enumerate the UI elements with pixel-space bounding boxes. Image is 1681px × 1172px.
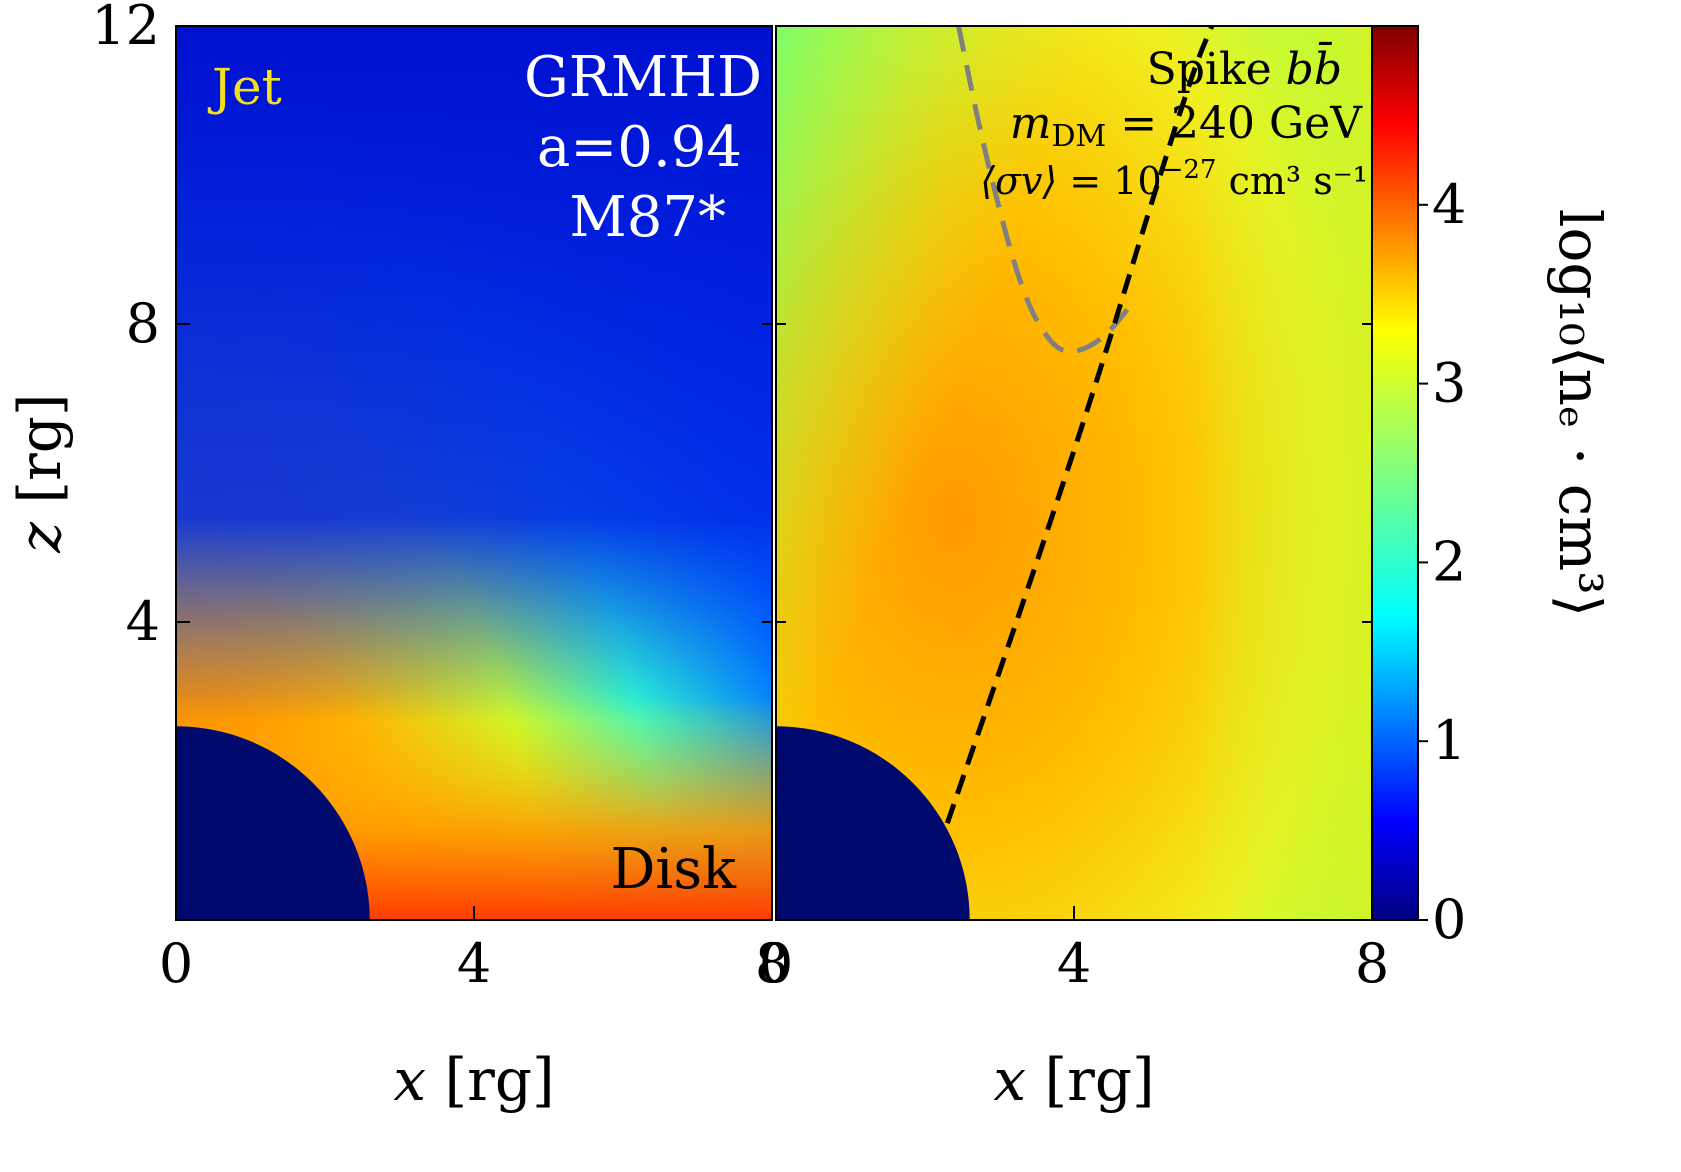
left-ytick-label-2: 12: [91, 0, 160, 57]
left-xtick-label-0: 0: [159, 932, 193, 995]
left-panel: 0 4 8 4 8 12 Jet Disk GRMHD a=0.94 M87*: [91, 0, 789, 995]
left-x-axis-label: x [rg]: [393, 1046, 554, 1114]
colorbar-gradient: [1371, 25, 1419, 921]
left-black-hole-horizon: [176, 726, 370, 920]
colorbar-tick-label-4: 4: [1432, 173, 1466, 236]
y-axis-label: z [rg]: [6, 393, 74, 553]
right-title-spike: Spike bb̄: [1147, 40, 1342, 95]
right-title-mass: mDM = 240 GeV: [1010, 98, 1364, 154]
colorbar: 0 1 2 3 4 log₁₀⟨nₑ · cm³⟩: [1371, 25, 1614, 951]
black-dashed-curve: [944, 26, 1215, 824]
right-xtick-label-1: 4: [1057, 932, 1091, 995]
right-ticks: 0 4 8: [759, 323, 1389, 995]
left-xtick-label-1: 4: [457, 932, 491, 995]
disk-label: Disk: [611, 837, 738, 902]
colorbar-ticks: 0 1 2 3 4: [1418, 173, 1466, 951]
colorbar-tick-label-2: 2: [1432, 530, 1466, 593]
colorbar-tick-label-3: 3: [1432, 352, 1466, 415]
gray-dashed-curve: [956, 26, 1136, 354]
right-xtick-label-0: 0: [759, 932, 793, 995]
colorbar-label: log₁₀⟨nₑ · cm³⟩: [1546, 209, 1614, 617]
right-panel: 0 4 8 Spike bb̄ mDM = 240 GeV ⟨σv⟩ = 10−27…: [759, 25, 1389, 995]
left-ytick-label-1: 8: [126, 292, 160, 355]
right-x-axis-label: x [rg]: [993, 1046, 1154, 1114]
right-black-hole-horizon: [776, 726, 970, 920]
model-line-source: M87*: [569, 185, 726, 250]
right-title-cross-section: ⟨σv⟩ = 10−27 cm³ s⁻¹: [980, 155, 1368, 203]
right-xtick-label-2: 8: [1355, 932, 1389, 995]
model-line-spin: a=0.94: [537, 115, 742, 180]
model-line-grmhd: GRMHD: [524, 45, 762, 110]
colorbar-tick-label-0: 0: [1432, 888, 1466, 951]
left-xtick-label-2: 8: [755, 932, 789, 995]
colorbar-tick-label-1: 1: [1432, 709, 1466, 772]
left-ticks: 0 4 8 4 8 12: [91, 0, 789, 995]
jet-label: Jet: [207, 58, 282, 116]
left-ytick-label-0: 4: [126, 590, 160, 653]
